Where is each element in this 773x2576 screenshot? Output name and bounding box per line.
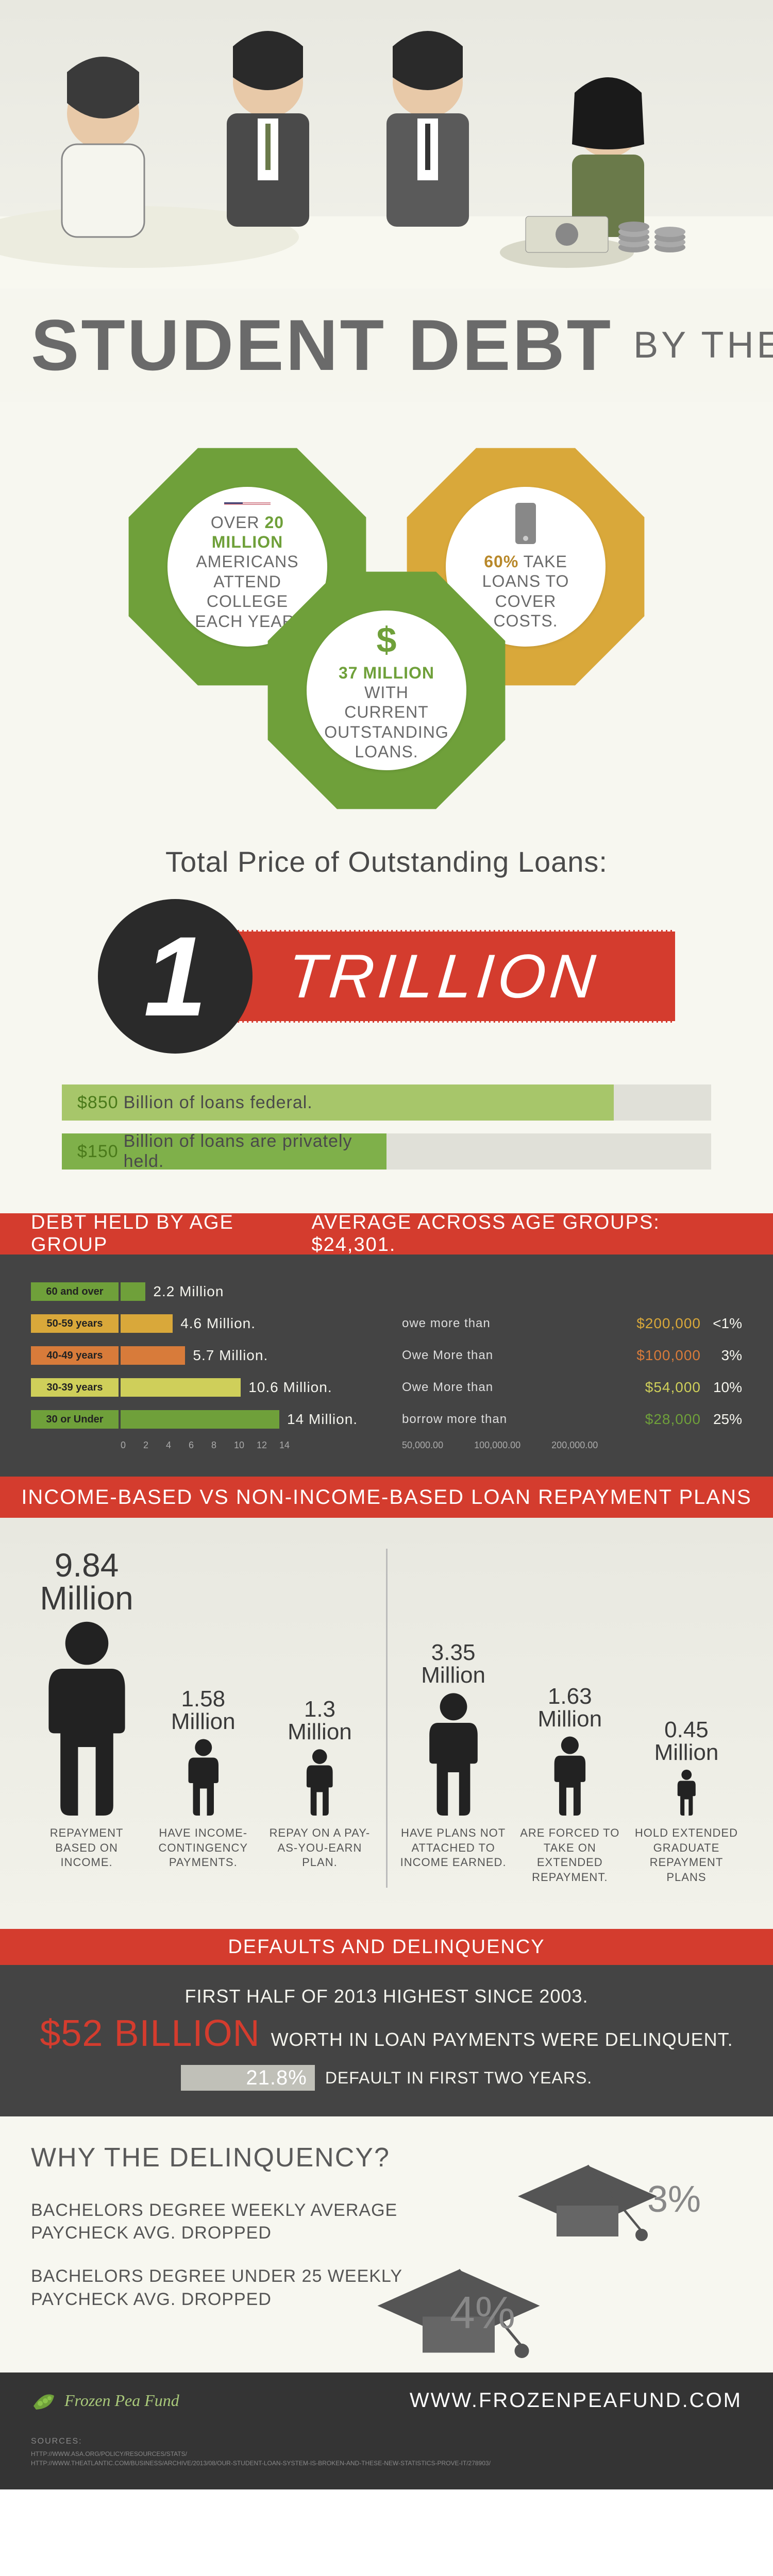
people-illustration bbox=[0, 0, 773, 299]
person-icon bbox=[426, 1692, 481, 1816]
octagon-section: OVER 20 MILLION AMERICANS ATTEND COLLEGE… bbox=[0, 402, 773, 1213]
pea-icon bbox=[31, 2388, 57, 2414]
loan-bars: $850 Billion of loans federal. $150 Billi… bbox=[31, 1084, 742, 1182]
trillion-banner: TRILLION bbox=[211, 930, 675, 1023]
income-divider bbox=[386, 1549, 388, 1888]
sources-title: SOURCES: bbox=[31, 2437, 742, 2446]
loan-bar-row: $150 Billion of loans are privately held… bbox=[62, 1133, 711, 1170]
trillion-row: 1 TRILLION bbox=[31, 899, 742, 1054]
age-left-axis: 02468101214 bbox=[31, 1440, 371, 1451]
income-col: 9.84MillionREPAYMENT BASED ON INCOME. bbox=[31, 1549, 142, 1888]
age-header-right: AVERAGE ACROSS AGE GROUPS: $24,301. bbox=[311, 1212, 742, 1256]
defaults-header: DEFAULTS AND DELINQUENCY bbox=[0, 1929, 773, 1965]
total-price-label: Total Price of Outstanding Loans: bbox=[165, 845, 608, 878]
footer-brand: Frozen Pea Fund bbox=[31, 2388, 179, 2414]
octagon-center-text: 37 MILLION WITH CURRENT OUTSTANDING LOAN… bbox=[322, 663, 451, 762]
trillion-number: 1 bbox=[144, 911, 207, 1042]
defaults-bar-label: DEFAULT IN FIRST TWO YEARS. bbox=[325, 2069, 592, 2088]
income-col: 1.58MillionHAVE INCOME-CONTINGENCY PAYME… bbox=[147, 1688, 259, 1888]
defaults-body: FIRST HALF OF 2013 HIGHEST SINCE 2003. $… bbox=[0, 1965, 773, 2116]
income-col: 3.35MillionHAVE PLANS NOT ATTACHED TO IN… bbox=[398, 1641, 509, 1888]
title-banner: STUDENT DEBT BY THE NUMBERS bbox=[0, 289, 773, 402]
age-left-row: 50-59 years4.6 Million. bbox=[31, 1312, 371, 1335]
age-left-row: 30 or Under14 Million. bbox=[31, 1408, 371, 1431]
delinq-row-0: BACHELORS DEGREE WEEKLY AVERAGE PAYCHECK… bbox=[31, 2199, 495, 2244]
footer: Frozen Pea Fund WWW.FROZENPEAFUND.COM bbox=[0, 2372, 773, 2429]
age-right-row: owe more than$200,000<1% bbox=[402, 1312, 742, 1335]
delinq-pct-0: 3% bbox=[647, 2178, 701, 2221]
delinq-pct-1: 4% bbox=[450, 2286, 515, 2339]
income-body: 9.84MillionREPAYMENT BASED ON INCOME.1.5… bbox=[0, 1518, 773, 1929]
age-right-chart: owe more than$200,000<1% Owe More than$10… bbox=[402, 1280, 742, 1451]
age-right-axis: 50,000.00100,000.00200,000.00 bbox=[402, 1440, 742, 1451]
phone-icon bbox=[515, 503, 536, 544]
trillion-circle: 1 bbox=[98, 899, 253, 1054]
age-right-row: Owe More than$100,0003% bbox=[402, 1344, 742, 1367]
person-icon bbox=[676, 1769, 697, 1816]
dollar-icon: $ bbox=[377, 619, 397, 660]
defaults-line1: FIRST HALF OF 2013 HIGHEST SINCE 2003. bbox=[31, 1986, 742, 2007]
age-left-row: 60 and over2.2 Million bbox=[31, 1280, 371, 1303]
defaults-bar: 21.8% DEFAULT IN FIRST TWO YEARS. bbox=[31, 2065, 742, 2091]
age-body: 60 and over2.2 Million 50-59 years4.6 Mil… bbox=[0, 1255, 773, 1477]
flag-icon bbox=[224, 502, 271, 505]
defaults-line2: $52 BILLION WORTH IN LOAN PAYMENTS WERE … bbox=[31, 2012, 742, 2055]
income-header: INCOME-BASED VS NON-INCOME-BASED LOAN RE… bbox=[0, 1477, 773, 1518]
title-main: STUDENT DEBT bbox=[31, 303, 613, 387]
age-header-left: DEBT HELD BY AGE GROUP bbox=[31, 1212, 311, 1256]
age-right-row: borrow more than$28,00025% bbox=[402, 1408, 742, 1431]
defaults-amount: $52 BILLION bbox=[40, 2013, 260, 2054]
defaults-bar-pct: 21.8% bbox=[181, 2065, 315, 2091]
mortarboard-icon bbox=[505, 2158, 670, 2250]
person-icon bbox=[305, 1749, 335, 1816]
age-left-chart: 60 and over2.2 Million 50-59 years4.6 Mil… bbox=[31, 1280, 371, 1451]
octagon-center: $ 37 MILLION WITH CURRENT OUTSTANDING LO… bbox=[263, 567, 510, 814]
income-col: 1.63MillionARE FORCED TO TAKE ON EXTENDE… bbox=[514, 1685, 626, 1888]
age-right-row: Owe More than$54,00010% bbox=[402, 1376, 742, 1399]
header-illustration: STUDENT DEBT BY THE NUMBERS bbox=[0, 0, 773, 402]
income-col: 0.45MillionHOLD EXTENDED GRADUATE REPAYM… bbox=[631, 1719, 742, 1888]
age-left-row: 40-49 years5.7 Million. bbox=[31, 1344, 371, 1367]
income-col: 1.3MillionREPAY ON A PAY-AS-YOU-EARN PLA… bbox=[264, 1698, 375, 1888]
source-line: HTTP://WWW.ASA.ORG/POLICY/RESOURCES/STAT… bbox=[31, 2450, 742, 2458]
source-line: HTTP://WWW.THEATLANTIC.COM/BUSINESS/ARCH… bbox=[31, 2460, 742, 2467]
footer-url: WWW.FROZENPEAFUND.COM bbox=[410, 2389, 742, 2412]
age-left-row: 30-39 years10.6 Million. bbox=[31, 1376, 371, 1399]
footer-sources: SOURCES: HTTP://WWW.ASA.ORG/POLICY/RESOU… bbox=[0, 2429, 773, 2489]
title-sub: BY THE NUMBERS bbox=[633, 324, 773, 366]
age-header: DEBT HELD BY AGE GROUP AVERAGE ACROSS AG… bbox=[0, 1213, 773, 1255]
delinquency-section: WHY THE DELINQUENCY? BACHELORS DEGREE WE… bbox=[0, 2116, 773, 2372]
person-icon bbox=[552, 1736, 588, 1816]
loan-bar-row: $850 Billion of loans federal. bbox=[62, 1084, 711, 1121]
trillion-word: TRILLION bbox=[284, 941, 602, 1012]
person-icon bbox=[43, 1620, 131, 1816]
person-icon bbox=[186, 1738, 221, 1816]
